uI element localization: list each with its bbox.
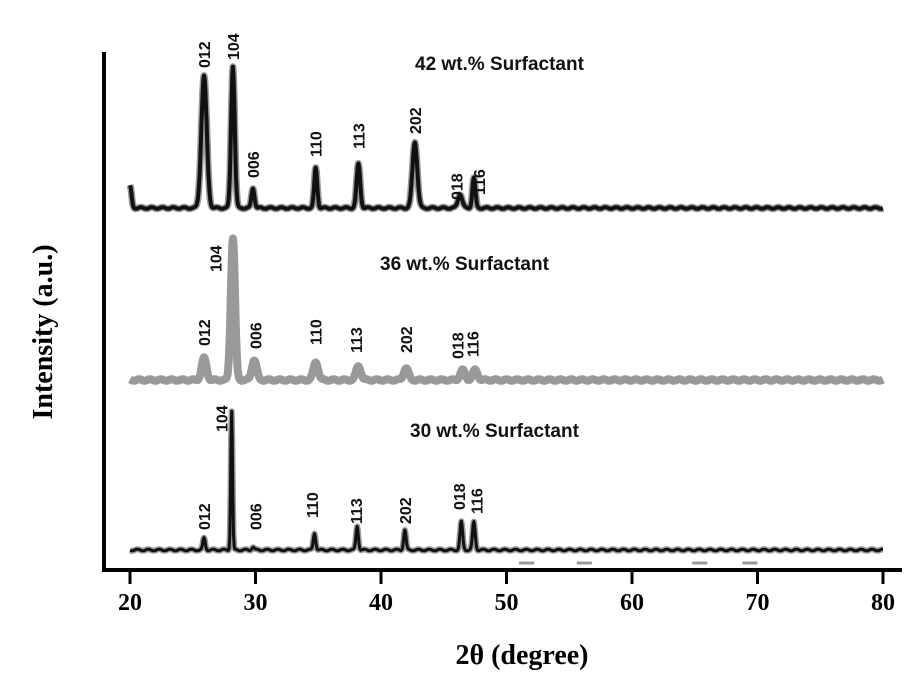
xrd-pattern-line xyxy=(126,234,887,385)
peak-label-018: 018 xyxy=(451,332,468,359)
peak-label-104: 104 xyxy=(226,33,243,60)
peak-label-113: 113 xyxy=(351,123,368,149)
peak-label-202: 202 xyxy=(408,107,425,134)
peak-label-006: 006 xyxy=(249,322,266,349)
x-tick-label: 80 xyxy=(871,590,895,616)
x-tick-label: 50 xyxy=(495,590,519,616)
peak-label-202: 202 xyxy=(399,326,416,353)
xrd-pattern-line xyxy=(129,409,884,553)
peak-label-116: 116 xyxy=(469,488,486,514)
series-title: 30 wt.% Surfactant xyxy=(410,421,580,442)
peak-label-012: 012 xyxy=(197,503,214,530)
peak-label-116: 116 xyxy=(472,169,489,195)
x-tick-label: 70 xyxy=(746,590,770,616)
peak-label-006: 006 xyxy=(246,151,263,178)
x-tick-label: 20 xyxy=(118,590,142,616)
peak-label-104: 104 xyxy=(215,405,232,432)
peak-label-012: 012 xyxy=(197,319,214,346)
series-title: 42 wt.% Surfactant xyxy=(415,54,585,75)
series-title: 36 wt.% Surfactant xyxy=(380,254,550,275)
axes: 20 30 40 50 60 70 80 xyxy=(102,52,902,616)
peak-label-012: 012 xyxy=(197,41,214,68)
x-tick-label: 30 xyxy=(244,590,268,616)
series-trace: 42 wt.% Surfactant 012 104 006 110 113 202 018 1… xyxy=(126,33,886,213)
peak-label-018: 018 xyxy=(449,173,466,200)
peak-label-104: 104 xyxy=(208,245,225,272)
series-trace: 30 wt.% Surfactant 012 104 006 110 113 202 018 1… xyxy=(127,405,886,554)
peak-label-006: 006 xyxy=(249,503,266,530)
peak-label-113: 113 xyxy=(349,498,366,524)
peak-label-113: 113 xyxy=(349,327,366,353)
x-tick-label: 40 xyxy=(369,590,393,616)
y-axis-title: Intensity (a.u.) xyxy=(28,244,59,419)
x-axis-title: 2θ (degree) xyxy=(455,640,588,671)
peak-label-110: 110 xyxy=(309,319,326,345)
peak-label-110: 110 xyxy=(305,492,322,518)
peak-label-018: 018 xyxy=(452,483,469,510)
x-ticks: 20 30 40 50 60 70 80 xyxy=(118,570,895,616)
xrd-pattern-line xyxy=(128,64,885,211)
peak-label-110: 110 xyxy=(309,131,326,157)
x-tick-label: 60 xyxy=(620,590,644,616)
peak-label-202: 202 xyxy=(398,497,415,524)
peak-label-116: 116 xyxy=(466,331,483,357)
series-trace: 36 wt.% Surfactant 012 104 006 110 113 202 0181… xyxy=(126,234,887,385)
